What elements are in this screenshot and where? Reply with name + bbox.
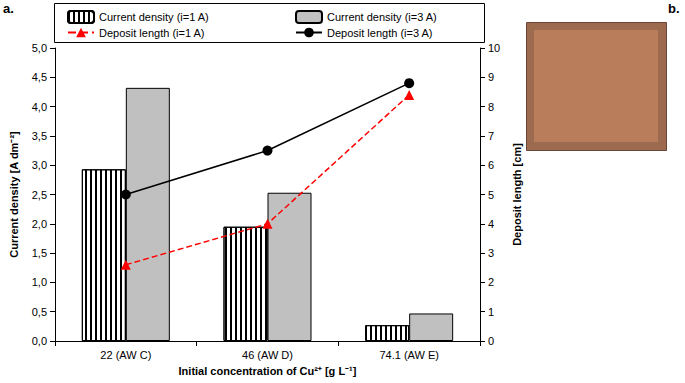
svg-text:Deposit length [cm]: Deposit length [cm]: [511, 143, 523, 246]
svg-text:0: 0: [488, 335, 494, 347]
svg-text:1,0: 1,0: [32, 276, 47, 288]
svg-text:5: 5: [488, 189, 494, 201]
svg-text:4: 4: [488, 218, 494, 230]
svg-text:10: 10: [488, 42, 500, 54]
svg-text:Deposit length (i=1 A): Deposit length (i=1 A): [99, 27, 204, 39]
svg-text:1: 1: [488, 306, 494, 318]
svg-text:74.1 (AW E): 74.1 (AW E): [379, 349, 439, 361]
svg-text:3,5: 3,5: [32, 130, 47, 142]
svg-text:Current density (i=1 A): Current density (i=1 A): [99, 11, 209, 23]
svg-text:Deposit length (i=3 A): Deposit length (i=3 A): [327, 27, 432, 39]
svg-text:3: 3: [488, 247, 494, 259]
svg-text:b.: b.: [668, 1, 680, 16]
svg-text:8: 8: [488, 101, 494, 113]
svg-text:7: 7: [488, 130, 494, 142]
svg-text:6: 6: [488, 159, 494, 171]
svg-text:5,0: 5,0: [32, 42, 47, 54]
svg-text:0,5: 0,5: [32, 306, 47, 318]
svg-text:Current density [A dm⁻²]: Current density [A dm⁻²]: [8, 131, 20, 258]
svg-text:3,0: 3,0: [32, 159, 47, 171]
svg-text:a.: a.: [3, 1, 14, 16]
svg-text:2: 2: [488, 276, 494, 288]
svg-text:4,0: 4,0: [32, 101, 47, 113]
svg-text:Initial concentration of Cu²⁺: Initial concentration of Cu²⁺ [g L⁻¹]: [179, 365, 357, 377]
svg-text:Current density (i=3 A): Current density (i=3 A): [327, 11, 437, 23]
svg-text:4,5: 4,5: [32, 71, 47, 83]
svg-text:1,5: 1,5: [32, 247, 47, 259]
svg-text:2,0: 2,0: [32, 218, 47, 230]
svg-text:9: 9: [488, 71, 494, 83]
svg-text:22 (AW C): 22 (AW C): [100, 349, 151, 361]
svg-text:0,0: 0,0: [32, 335, 47, 347]
svg-text:2,5: 2,5: [32, 189, 47, 201]
svg-text:46 (AW D): 46 (AW D): [242, 349, 293, 361]
